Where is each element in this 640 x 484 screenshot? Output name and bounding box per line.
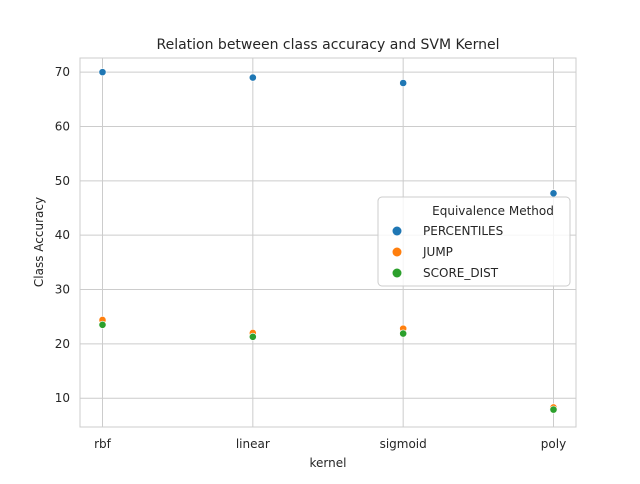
legend-marker-percentiles bbox=[392, 226, 402, 236]
legend-marker-jump bbox=[392, 247, 402, 257]
data-point-score-dist-rbf bbox=[98, 320, 107, 329]
x-tick-label: linear bbox=[236, 437, 270, 451]
y-tick-label: 20 bbox=[55, 337, 70, 351]
chart-title: Relation between class accuracy and SVM … bbox=[156, 37, 499, 53]
tick-labels: 10 20 30 40 50 60 70 rbf linear sigmoid poly bbox=[55, 65, 566, 451]
data-point-score-dist-linear bbox=[248, 332, 257, 341]
legend-marker-score-dist bbox=[392, 268, 402, 278]
plot-area-frame bbox=[79, 57, 577, 428]
data-point-percentiles-poly bbox=[549, 189, 558, 198]
y-tick-label: 70 bbox=[55, 65, 70, 79]
x-tick-label: sigmoid bbox=[380, 437, 427, 451]
legend-label-jump: JUMP bbox=[422, 245, 453, 259]
legend-label-percentiles: PERCENTILES bbox=[423, 224, 503, 238]
data-point-percentiles-rbf bbox=[98, 68, 107, 77]
legend-title: Equivalence Method bbox=[432, 204, 554, 218]
legend-box bbox=[377, 196, 571, 287]
legend-label-score-dist: SCORE_DIST bbox=[423, 266, 499, 280]
y-tick-label: 30 bbox=[55, 283, 70, 297]
x-tick-label: rbf bbox=[94, 437, 112, 451]
x-axis-label: kernel bbox=[310, 456, 347, 470]
data-point-percentiles-linear bbox=[248, 73, 257, 82]
y-tick-label: 50 bbox=[55, 174, 70, 188]
y-tick-label: 40 bbox=[55, 228, 70, 242]
data-point-score-dist-poly bbox=[549, 405, 558, 414]
y-tick-label: 10 bbox=[55, 391, 70, 405]
legend: Equivalence Method PERCENTILES JUMP SCOR… bbox=[377, 196, 571, 287]
data-point-percentiles-sigmoid bbox=[399, 79, 408, 87]
data-point-score-dist-sigmoid bbox=[399, 329, 408, 338]
x-tick-label: poly bbox=[541, 437, 566, 451]
y-axis-label: Class Accuracy bbox=[32, 197, 46, 287]
y-tick-label: 60 bbox=[55, 119, 70, 133]
data-points bbox=[98, 68, 558, 414]
